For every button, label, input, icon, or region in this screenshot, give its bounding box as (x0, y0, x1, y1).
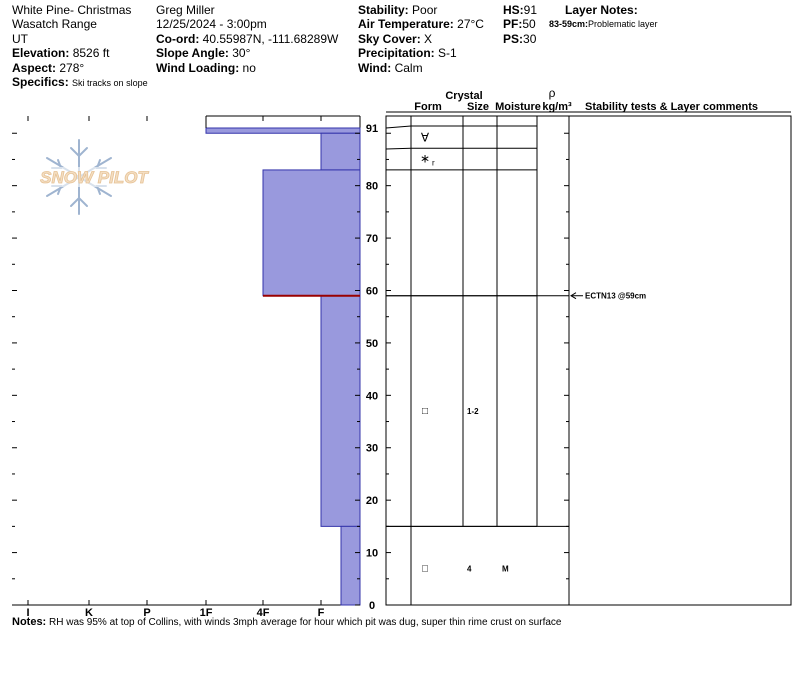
specifics-value: Ski tracks on slope (72, 78, 148, 88)
crystal-form: ∗ (420, 151, 430, 165)
state: UT (12, 32, 28, 46)
stability-test-result: ECTN13 @59cm (585, 292, 646, 301)
stability-label: Stability: (358, 3, 409, 17)
form-header: Form (414, 101, 442, 113)
specifics-field: Specifics: Ski tracks on slope (12, 76, 148, 88)
precip-label: Precipitation: (358, 46, 435, 60)
observation-datetime: 12/25/2024 - 3:00pm (156, 17, 267, 31)
notes-label: Notes: (12, 616, 47, 628)
y-tick-label: 50 (366, 338, 378, 350)
sky-label: Sky Cover: (358, 32, 421, 46)
aspect-label: Aspect: (12, 61, 57, 75)
notes-text: RH was 95% at top of Collins, with winds… (49, 617, 562, 628)
coord-label: Co-ord: (156, 32, 200, 46)
ps-label: PS: (503, 32, 524, 46)
crystal-form: □ (422, 563, 428, 574)
snowpilot-logo: SNOW PILOT (33, 139, 155, 215)
location-name: White Pine- Christmas (12, 3, 132, 17)
y-tick-label: 20 (366, 495, 378, 507)
crystal-form: □ (422, 406, 428, 417)
x-tick-label: 1F (200, 607, 213, 619)
aspect-value: 278° (59, 61, 85, 75)
notes: Notes: RH was 95% at top of Collins, wit… (12, 617, 561, 628)
slope-value: 30° (232, 46, 251, 60)
y-tick-label: 10 (366, 548, 378, 560)
slope-angle-field: Slope Angle: 30° (156, 47, 250, 59)
crystal-form: ∀ (421, 130, 430, 144)
y-tick-label: 60 (366, 285, 378, 297)
layer-note: 83-59cm:Problematic layer (549, 20, 658, 29)
ps-value: 30 (523, 32, 537, 46)
test-arrow-head (570, 292, 577, 300)
crystal-size: 4 (467, 564, 472, 573)
density-unit-header: kg/m³ (542, 101, 572, 113)
crystal-header: Crystal (445, 90, 482, 102)
x-tick-label: F (318, 607, 325, 619)
wind-loading-label: Wind Loading: (156, 61, 240, 75)
air-temperature-field: Air Temperature: 27°C (358, 18, 484, 30)
layer-note-range: 83-59cm: (549, 19, 589, 29)
elevation-value: 8526 ft (72, 46, 110, 60)
coord-value: 40.55987N, -111.68289W (202, 32, 339, 46)
aspect-field: Aspect: 278° (12, 62, 84, 74)
rho-header: ρ (549, 86, 556, 100)
y-tick-label: 30 (366, 443, 378, 455)
precipitation-field: Precipitation: S-1 (358, 47, 457, 59)
hardness-layer-bar (340, 525, 361, 606)
y-tick-label: 40 (366, 390, 378, 402)
slope-label: Slope Angle: (156, 46, 229, 60)
elevation-field: Elevation: 8526 ft (12, 47, 109, 59)
wind-loading-field: Wind Loading: no (156, 62, 256, 74)
hs-value: 91 (523, 3, 538, 17)
wind-loading-value: no (242, 61, 256, 75)
elevation-label: Elevation: (12, 46, 70, 60)
stability-field: Stability: Poor (358, 4, 437, 16)
precip-value: S-1 (438, 46, 457, 60)
hardness-layer-bar (262, 169, 361, 297)
observer-name: Greg Miller (156, 3, 215, 17)
moisture-header: Moisture (495, 101, 541, 113)
air-temp-value: 27°C (457, 17, 484, 31)
y-tick-label: 0 (369, 600, 375, 612)
x-tick-label: I (26, 607, 29, 619)
mountain-range: Wasatch Range (12, 17, 97, 31)
air-temp-label: Air Temperature: (358, 17, 454, 31)
y-tick-label: 91 (366, 123, 378, 135)
layer-notes-label: Layer Notes: (565, 3, 638, 17)
sky-cover-field: Sky Cover: X (358, 33, 432, 45)
y-tick-label: 70 (366, 233, 378, 245)
crystal-form-subscript: r (432, 158, 435, 167)
x-tick-label: 4F (257, 607, 270, 619)
stability-value: Poor (412, 3, 438, 17)
ps-field: PS:30 (503, 33, 536, 45)
size-header: Size (467, 101, 489, 113)
pf-field: PF:50 (503, 18, 536, 30)
layer-connector (385, 147, 412, 150)
hardness-layer-bar (320, 132, 361, 171)
comments-header: Stability tests & Layer comments (585, 101, 758, 113)
crystal-size: 1-2 (467, 407, 479, 416)
specifics-label: Specifics: (12, 75, 69, 89)
layer-note-text: Problematic layer (588, 19, 658, 29)
y-tick-label: 80 (366, 181, 378, 193)
pf-label: PF: (503, 17, 523, 31)
sky-value: X (424, 32, 433, 46)
hs-label: HS: (503, 3, 524, 17)
pf-value: 50 (522, 17, 536, 31)
coordinates-field: Co-ord: 40.55987N, -111.68289W (156, 33, 338, 45)
x-tick-label: K (85, 607, 93, 619)
x-tick-label: P (143, 607, 150, 619)
wind-value: Calm (394, 61, 423, 75)
wind-label: Wind: (358, 61, 392, 75)
table-frame (385, 115, 792, 606)
hardness-layer-bar (205, 127, 361, 134)
moisture-value: M (502, 564, 509, 573)
wind-field: Wind: Calm (358, 62, 423, 74)
hs-field: HS:91 (503, 4, 537, 16)
snowpilot-logo-text: SNOW PILOT (40, 168, 149, 187)
hardness-layer-bar (320, 295, 361, 527)
layer-connector (385, 125, 412, 129)
